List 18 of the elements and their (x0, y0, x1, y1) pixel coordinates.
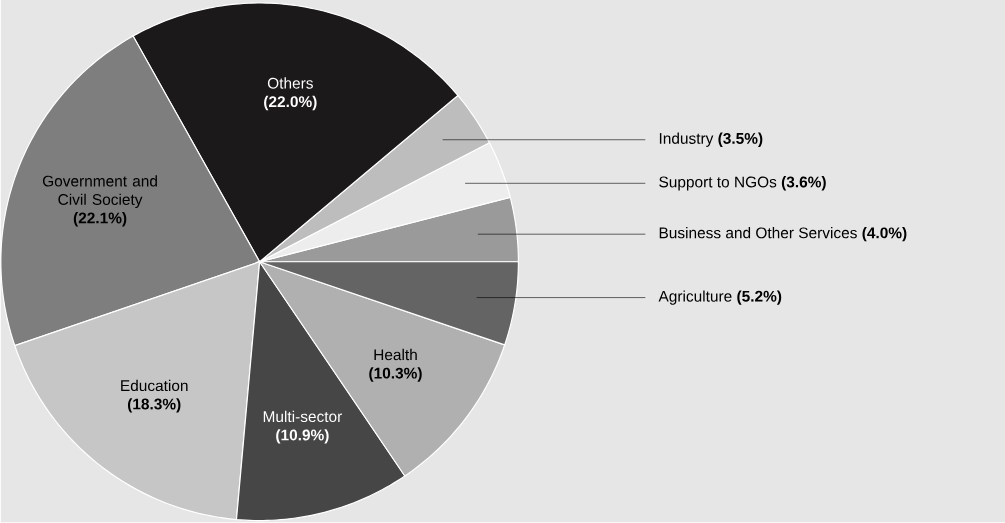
slice-label: Education (121, 379, 188, 392)
slice-label: Agriculture (658, 290, 732, 305)
data-label: (22.0%) (264, 96, 317, 111)
data-label: (10.3%) (369, 367, 422, 382)
slice-label: Support to NGOs (659, 176, 777, 191)
slice-label: Others (267, 77, 313, 89)
data-label: (4.0%) (862, 227, 907, 242)
data-label: (3.6%) (781, 176, 826, 191)
data-label: (5.2%) (737, 290, 782, 305)
slice-label: Industry (659, 132, 714, 148)
slice-label: Multi-sector (263, 410, 343, 423)
data-label: (10.9%) (276, 429, 329, 444)
data-label: (18.3%) (127, 398, 181, 413)
slice-label: Business and Other Services (659, 227, 857, 239)
slice-label: Government and Civil Society (42, 175, 157, 209)
slice-label: Health (374, 349, 417, 361)
data-label: (3.5%) (718, 132, 763, 148)
data-label: (22.1%) (73, 212, 127, 227)
